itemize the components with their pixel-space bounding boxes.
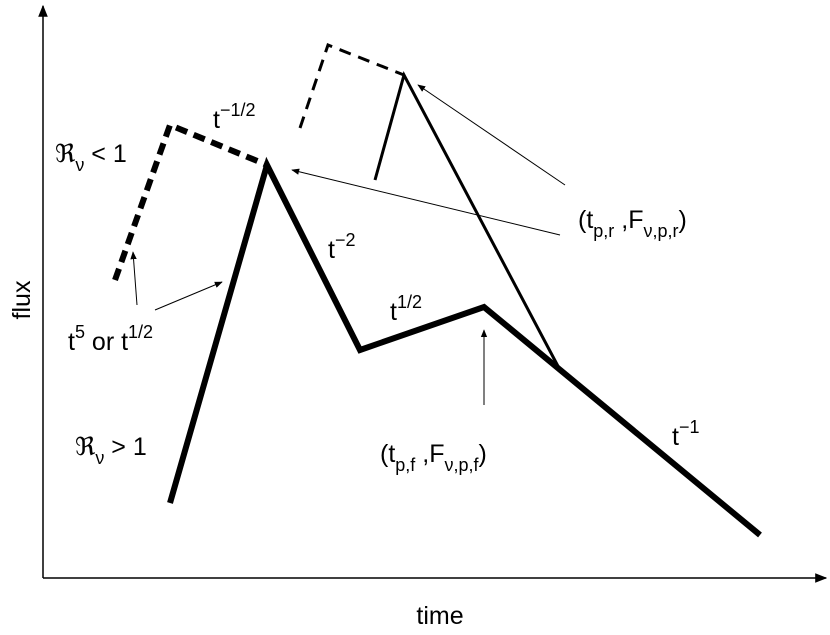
label-text: ) [478, 440, 486, 468]
label-text: < 1 [84, 140, 126, 168]
arrow [130, 251, 138, 306]
label-text: t [328, 236, 335, 264]
label: t1/2 [390, 292, 422, 326]
label-text: ℜ [75, 433, 96, 461]
label: (tp,r ,Fν,p,r) [578, 206, 687, 241]
label-text: > 1 [104, 433, 146, 461]
dashed-thin-curve [298, 43, 405, 129]
forward-shock-curve [167, 156, 762, 538]
superscript: 1/2 [397, 292, 422, 312]
arrow [154, 281, 223, 311]
label-text: or t [85, 328, 128, 356]
dashed-thick-curve [112, 121, 269, 282]
label: t−1 [672, 417, 699, 451]
label-text: ℜ [55, 140, 76, 168]
label-text: ) [678, 206, 686, 234]
label-text: t [672, 423, 679, 451]
label: t−1/2 [213, 100, 256, 134]
label-text: (t [380, 440, 395, 468]
label: ℜν < 1 [55, 140, 127, 175]
label-text: t [68, 328, 75, 356]
subscript: p,r [593, 221, 614, 241]
label: (tp,f ,Fν,p,f) [380, 440, 487, 475]
label-text: ,F [415, 440, 444, 468]
curves [112, 43, 762, 538]
arrow [291, 168, 561, 236]
y-axis-label: flux [8, 280, 36, 319]
arrow [417, 84, 566, 186]
label-text: t [390, 298, 397, 326]
label: ℜν > 1 [75, 433, 147, 468]
superscript: −1/2 [220, 100, 256, 120]
subscript: ν [75, 155, 84, 175]
label: t−2 [328, 230, 355, 264]
label: t5 or t1/2 [68, 322, 153, 356]
subscript: p,f [395, 455, 416, 475]
label-text: (t [578, 206, 593, 234]
subscript: ν [95, 448, 104, 468]
superscript: 1/2 [128, 322, 153, 342]
axes [38, 4, 828, 583]
subscript: ν,p,r [643, 221, 678, 241]
x-axis-label: time [416, 602, 463, 630]
label-text: t [213, 106, 220, 134]
superscript: −1 [679, 417, 700, 437]
superscript: −2 [335, 230, 356, 250]
superscript: 5 [75, 322, 85, 342]
subscript: ν,p,f [444, 455, 479, 475]
arrows [130, 84, 566, 405]
label-text: ,F [614, 206, 643, 234]
